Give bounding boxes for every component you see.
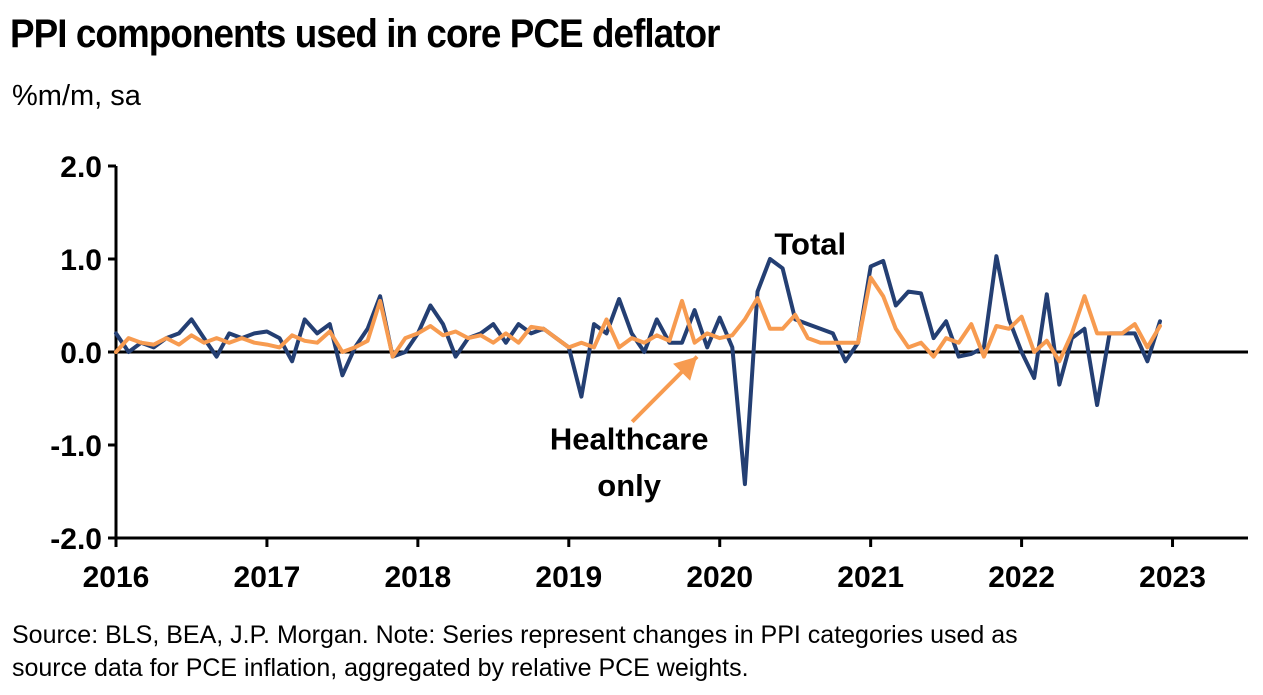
source-line-2: source data for PCE inflation, aggregate…: [12, 654, 749, 682]
annotation-healthcare-line2: only: [597, 468, 661, 503]
x-tick-label: 2021: [837, 561, 904, 594]
annotation-total: Total: [774, 226, 846, 261]
y-tick-label: 1.0: [60, 244, 102, 277]
chart-title: PPI components used in core PCE deflator: [10, 12, 720, 56]
y-tick-label: 0.0: [60, 337, 102, 370]
x-tick-label: 2023: [1139, 561, 1206, 594]
x-tick-label: 2022: [988, 561, 1055, 594]
y-tick-label: -1.0: [50, 430, 102, 463]
x-tick-label: 2020: [686, 561, 753, 594]
annotation-arrow-head: [673, 356, 698, 381]
series-total-line: [114, 254, 1162, 487]
y-tick-label: 2.0: [60, 151, 102, 184]
x-tick-label: 2018: [384, 561, 451, 594]
annotation-healthcare-line1: Healthcare: [550, 422, 709, 457]
x-tick-label: 2016: [83, 561, 150, 594]
y-tick-label: -2.0: [50, 523, 102, 556]
chart-subtitle: %m/m, sa: [12, 80, 141, 112]
source-line-1: Source: BLS, BEA, J.P. Morgan. Note: Ser…: [12, 621, 1018, 649]
series-healthcare-line: [114, 275, 1162, 364]
x-tick-label: 2017: [234, 561, 301, 594]
source-note: Source: BLS, BEA, J.P. Morgan. Note: Ser…: [12, 619, 1018, 685]
x-tick-label: 2019: [535, 561, 602, 594]
